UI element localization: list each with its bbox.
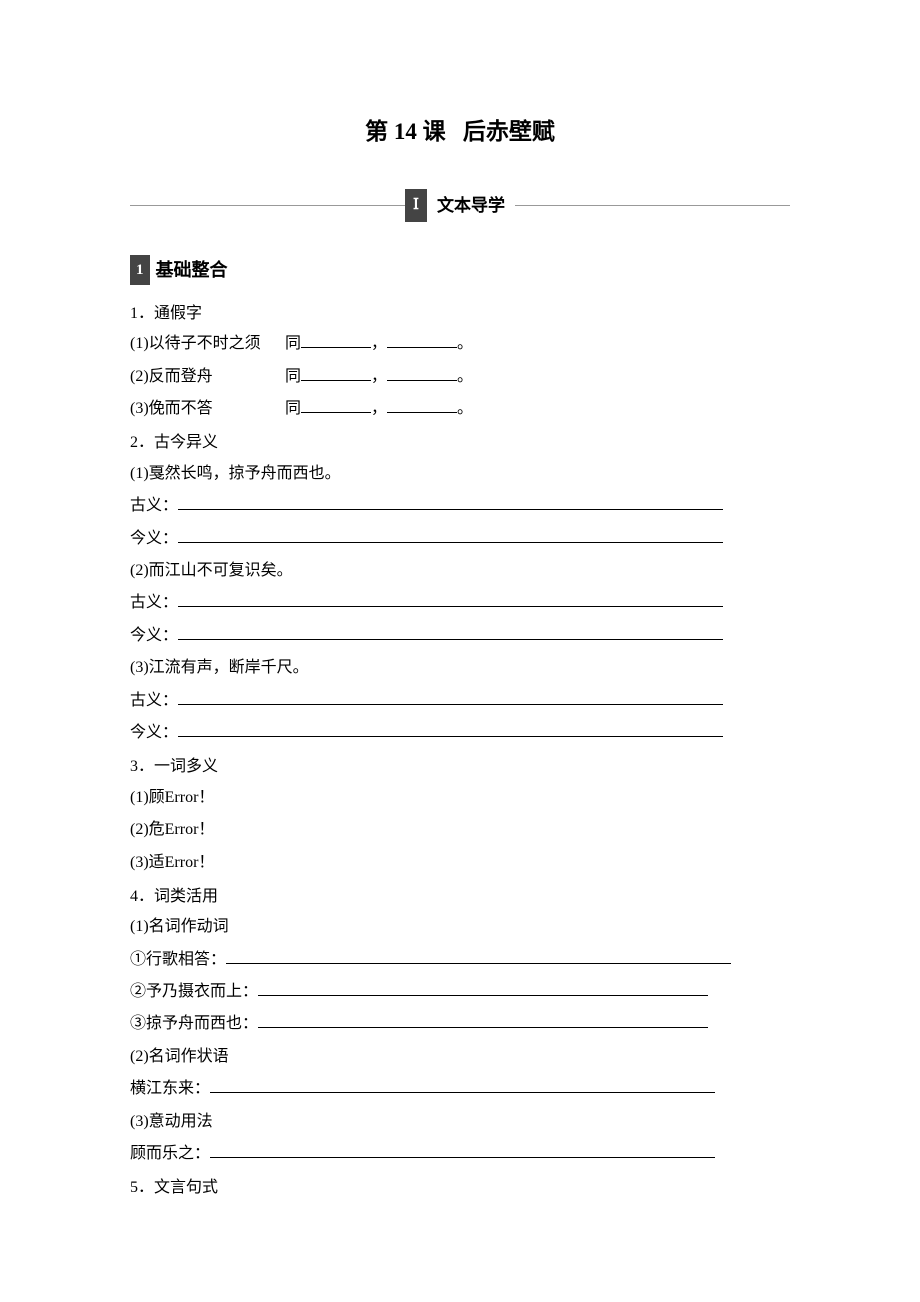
q2-gu-3: 古义： bbox=[130, 686, 790, 716]
title-prefix: 第 14 课 bbox=[365, 119, 446, 144]
subsection-number: 1 bbox=[130, 255, 150, 286]
q4-sub1-item-3: ③掠予舟而西也： bbox=[130, 1009, 790, 1039]
q4-sub2: (2)名词作状语 bbox=[130, 1042, 790, 1072]
blank bbox=[226, 948, 731, 964]
section-label: 文本导学 bbox=[437, 190, 505, 222]
q4-sub3: (3)意动用法 bbox=[130, 1107, 790, 1137]
q2-jin-3: 今义： bbox=[130, 718, 790, 748]
blank bbox=[210, 1077, 715, 1093]
jin-label: 今义： bbox=[130, 530, 178, 547]
sep: ， bbox=[371, 368, 387, 385]
blank bbox=[301, 397, 371, 413]
jin-label: 今义： bbox=[130, 724, 178, 741]
label: ③掠予舟而西也： bbox=[130, 1015, 258, 1032]
q3-item-1: (1)顾Error！ bbox=[130, 783, 790, 813]
q1-item-1-right: 同 ， 。 bbox=[285, 329, 790, 359]
gu-label: 古义： bbox=[130, 692, 178, 709]
q1-item-3-left: (3)俛而不答 bbox=[130, 394, 285, 424]
end: 。 bbox=[457, 400, 473, 417]
q1-item-3-right: 同 ， 。 bbox=[285, 394, 790, 424]
label: ①行歌相答： bbox=[130, 951, 226, 968]
q4-sub1-item-2: ②予乃摄衣而上： bbox=[130, 977, 790, 1007]
q2-item-3: (3)江流有声，断岸千尺。 bbox=[130, 653, 790, 683]
q4-sub3-item: 顾而乐之： bbox=[130, 1139, 790, 1169]
blank bbox=[387, 365, 457, 381]
sep: ， bbox=[371, 335, 387, 352]
blank bbox=[178, 721, 723, 737]
blank bbox=[301, 332, 371, 348]
section-divider: Ⅰ 文本导学 bbox=[130, 194, 790, 218]
section-roman: Ⅰ bbox=[405, 189, 427, 222]
subsection-title: 基础整合 bbox=[156, 253, 228, 287]
label: ②予乃摄衣而上： bbox=[130, 983, 258, 1000]
q4-sub2-item: 横江东来： bbox=[130, 1074, 790, 1104]
blank bbox=[387, 332, 457, 348]
q2-item-1: (1)戛然长鸣，掠予舟而西也。 bbox=[130, 459, 790, 489]
q4-sub1: (1)名词作动词 bbox=[130, 912, 790, 942]
end: 。 bbox=[457, 368, 473, 385]
section-box: Ⅰ 文本导学 bbox=[405, 189, 515, 222]
blank bbox=[178, 591, 723, 607]
blank bbox=[387, 397, 457, 413]
q2-jin-2: 今义： bbox=[130, 621, 790, 651]
q5-heading: 5．文言句式 bbox=[130, 1173, 790, 1203]
title-main: 后赤壁赋 bbox=[463, 119, 555, 144]
q2-gu-1: 古义： bbox=[130, 491, 790, 521]
blank bbox=[258, 1012, 708, 1028]
q1-item-2: (2)反而登舟 同 ， 。 bbox=[130, 362, 790, 392]
q1-item-1-left: (1)以待子不时之须 bbox=[130, 329, 285, 359]
label: 横江东来： bbox=[130, 1080, 210, 1097]
q1-tong: 同 bbox=[285, 400, 301, 417]
q3-item-3: (3)适Error！ bbox=[130, 848, 790, 878]
subsection-header: 1 基础整合 bbox=[130, 253, 790, 287]
end: 。 bbox=[457, 335, 473, 352]
sep: ， bbox=[371, 400, 387, 417]
q2-heading: 2．古今异义 bbox=[130, 428, 790, 458]
gu-label: 古义： bbox=[130, 594, 178, 611]
blank bbox=[258, 980, 708, 996]
q1-heading: 1．通假字 bbox=[130, 299, 790, 329]
blank bbox=[178, 624, 723, 640]
q1-tong: 同 bbox=[285, 368, 301, 385]
label: 顾而乐之： bbox=[130, 1145, 210, 1162]
blank bbox=[210, 1142, 715, 1158]
page-title: 第 14 课 后赤壁赋 bbox=[130, 110, 790, 154]
q1-tong: 同 bbox=[285, 335, 301, 352]
gu-label: 古义： bbox=[130, 497, 178, 514]
q1-item-2-left: (2)反而登舟 bbox=[130, 362, 285, 392]
q1-item-2-right: 同 ， 。 bbox=[285, 362, 790, 392]
blank bbox=[301, 365, 371, 381]
q3-item-2: (2)危Error！ bbox=[130, 815, 790, 845]
q2-item-2: (2)而江山不可复识矣。 bbox=[130, 556, 790, 586]
q4-sub1-item-1: ①行歌相答： bbox=[130, 945, 790, 975]
blank bbox=[178, 494, 723, 510]
blank bbox=[178, 527, 723, 543]
blank bbox=[178, 689, 723, 705]
q1-item-3: (3)俛而不答 同 ， 。 bbox=[130, 394, 790, 424]
q3-heading: 3．一词多义 bbox=[130, 752, 790, 782]
q2-jin-1: 今义： bbox=[130, 524, 790, 554]
q4-heading: 4．词类活用 bbox=[130, 882, 790, 912]
q2-gu-2: 古义： bbox=[130, 588, 790, 618]
q1-item-1: (1)以待子不时之须 同 ， 。 bbox=[130, 329, 790, 359]
jin-label: 今义： bbox=[130, 627, 178, 644]
